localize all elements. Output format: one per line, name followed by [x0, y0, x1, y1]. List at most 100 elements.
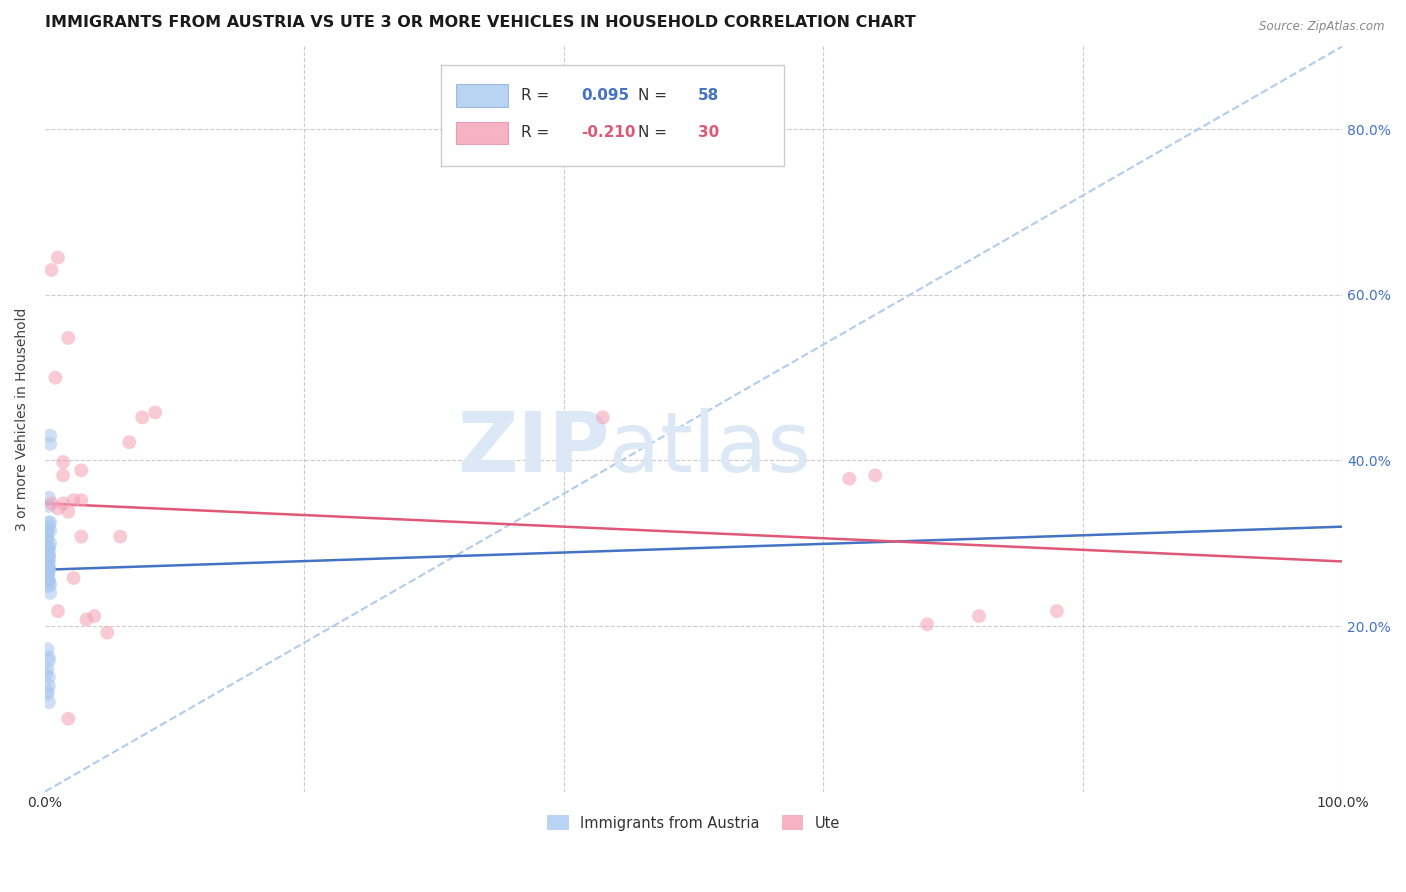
Point — [38, 499, 60, 513]
Point — [865, 468, 887, 483]
Point — [37, 557, 59, 571]
Point — [37, 549, 59, 563]
Point — [41, 263, 63, 277]
Point — [38, 579, 60, 593]
Text: Source: ZipAtlas.com: Source: ZipAtlas.com — [1260, 20, 1385, 33]
Point — [38, 695, 60, 709]
Text: 30: 30 — [697, 126, 718, 140]
Point — [35, 541, 58, 555]
Point — [62, 571, 84, 585]
Point — [52, 455, 75, 469]
Point — [58, 331, 80, 345]
Point — [41, 496, 63, 510]
Point — [1046, 604, 1069, 618]
Point — [35, 544, 58, 558]
Point — [592, 410, 614, 425]
Point — [37, 526, 59, 541]
Text: 58: 58 — [697, 88, 718, 103]
Point — [58, 505, 80, 519]
Point — [96, 625, 118, 640]
Point — [38, 549, 60, 563]
Point — [118, 435, 141, 450]
Point — [37, 553, 59, 567]
Point — [110, 530, 132, 544]
Point — [838, 472, 860, 486]
Point — [37, 524, 59, 538]
Point — [38, 574, 60, 588]
Point — [131, 410, 153, 425]
Point — [38, 554, 60, 568]
Text: R =: R = — [522, 88, 554, 103]
Point — [38, 654, 60, 668]
Point — [35, 532, 58, 546]
FancyBboxPatch shape — [456, 85, 508, 107]
Point — [76, 612, 98, 626]
Y-axis label: 3 or more Vehicles in Household: 3 or more Vehicles in Household — [15, 308, 30, 531]
Point — [62, 493, 84, 508]
Point — [38, 574, 60, 588]
Point — [39, 577, 62, 591]
Point — [58, 712, 80, 726]
Point — [35, 544, 58, 558]
Point — [46, 251, 69, 265]
Point — [70, 493, 93, 508]
Point — [37, 662, 59, 676]
Text: -0.210: -0.210 — [581, 126, 636, 140]
Point — [37, 553, 59, 567]
Point — [37, 687, 59, 701]
Point — [143, 405, 166, 419]
FancyBboxPatch shape — [440, 65, 785, 166]
Point — [39, 586, 62, 600]
Point — [83, 609, 105, 624]
Point — [39, 524, 62, 538]
Point — [38, 551, 60, 566]
Point — [37, 559, 59, 574]
Point — [37, 553, 59, 567]
Point — [38, 561, 60, 575]
Point — [52, 496, 75, 510]
Point — [44, 370, 66, 384]
Text: atlas: atlas — [609, 409, 811, 490]
Point — [46, 604, 69, 618]
Point — [38, 679, 60, 693]
Point — [37, 683, 59, 698]
Point — [38, 544, 60, 558]
Point — [38, 650, 60, 665]
Point — [37, 571, 59, 585]
Point — [38, 549, 60, 563]
Legend: Immigrants from Austria, Ute: Immigrants from Austria, Ute — [541, 809, 846, 837]
Point — [70, 530, 93, 544]
Point — [37, 567, 59, 582]
Point — [35, 544, 58, 558]
Point — [37, 554, 59, 568]
Point — [39, 516, 62, 530]
Point — [37, 642, 59, 657]
Point — [38, 559, 60, 574]
Point — [38, 519, 60, 533]
Point — [70, 463, 93, 477]
Point — [39, 536, 62, 550]
Point — [915, 617, 938, 632]
Point — [38, 541, 60, 555]
Point — [967, 609, 990, 624]
Point — [38, 516, 60, 530]
Point — [37, 567, 59, 582]
Point — [38, 491, 60, 505]
Point — [37, 549, 59, 563]
Point — [38, 565, 60, 579]
Text: R =: R = — [522, 126, 554, 140]
Text: IMMIGRANTS FROM AUSTRIA VS UTE 3 OR MORE VEHICLES IN HOUSEHOLD CORRELATION CHART: IMMIGRANTS FROM AUSTRIA VS UTE 3 OR MORE… — [45, 15, 915, 30]
Point — [37, 557, 59, 571]
Point — [37, 532, 59, 546]
FancyBboxPatch shape — [456, 121, 508, 145]
Text: N =: N = — [638, 126, 672, 140]
Text: ZIP: ZIP — [457, 409, 609, 490]
Point — [38, 563, 60, 577]
Point — [35, 542, 58, 557]
Point — [52, 468, 75, 483]
Point — [35, 667, 58, 681]
Point — [39, 437, 62, 451]
Point — [35, 565, 58, 579]
Point — [38, 670, 60, 684]
Point — [38, 541, 60, 555]
